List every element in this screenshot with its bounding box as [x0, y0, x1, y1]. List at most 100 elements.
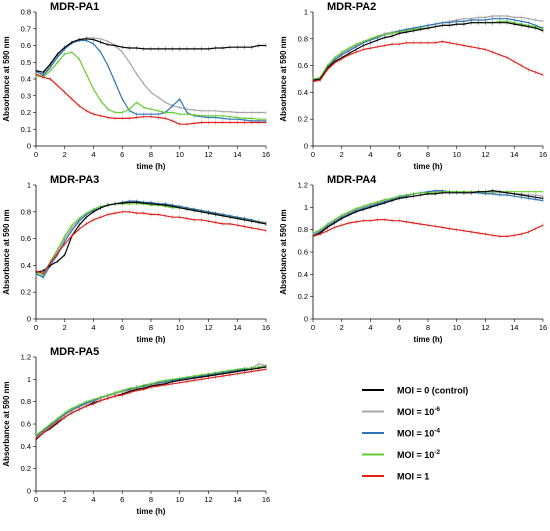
chart-panel-4: 0 0.2 0.4 0.6 0.8 1 1.2 0 2 4 6 8 10 12 14 16 time (h) Ab… [279, 174, 547, 344]
x-tick-label: 6 [397, 150, 401, 159]
series-line-moi_1 [35, 211, 267, 274]
x-tick-label: 16 [539, 323, 547, 332]
y-tick-label: 0 [27, 142, 31, 151]
y-tick-label: 0.2 [298, 115, 308, 124]
x-tick-label: 16 [262, 495, 270, 504]
x-tick-label: 4 [91, 150, 95, 159]
y-tick-label: 0.8 [298, 225, 308, 234]
y-tick-label: 0.4 [21, 442, 31, 451]
y-tick-label: 0.2 [21, 464, 31, 473]
x-tick-label: 0 [34, 150, 38, 159]
series-line-moi_1e-4 [35, 365, 267, 437]
panel-title: MDR-PA4 [327, 174, 377, 186]
y-tick-label: 0 [27, 315, 31, 324]
x-tick-label: 10 [453, 323, 461, 332]
x-tick-label: 0 [311, 150, 315, 159]
y-tick-label: 0.4 [298, 270, 308, 279]
panel-title: MDR-PA1 [50, 1, 99, 13]
x-tick-label: 8 [426, 150, 430, 159]
x-tick-label: 14 [233, 495, 241, 504]
chart-panel-1: 0 0.1 0.2 0.3 0.4 0.5 0.6 0.7 0.8 0 2 4 6 8 10 12 14 16 ti… [2, 1, 270, 171]
panel-title: MDR-PA5 [50, 346, 99, 358]
y-tick-label: 0 [27, 487, 31, 496]
y-tick-label: 0.6 [21, 420, 31, 429]
x-tick-label: 6 [120, 150, 124, 159]
y-tick-label: 0.5 [21, 58, 31, 67]
x-tick-label: 16 [262, 150, 270, 159]
y-tick-label: 0.8 [21, 207, 31, 216]
legend-label-moi_1: MOI = 1 [397, 472, 429, 482]
y-tick-label: 0.4 [21, 261, 31, 270]
legend-label-text: MOI = 1 [397, 472, 429, 482]
x-tick-label: 2 [63, 495, 67, 504]
x-tick-label: 4 [368, 150, 372, 159]
chart-panel-5: 0 0.2 0.4 0.6 0.8 1 1.2 0 2 4 6 8 10 12 14 16 time (h) Ab… [2, 346, 270, 516]
x-tick-label: 12 [481, 150, 489, 159]
x-tick-label: 2 [63, 150, 67, 159]
y-tick-label: 1 [27, 181, 31, 190]
x-tick-label: 10 [176, 495, 184, 504]
x-axis-label: time (h) [414, 162, 443, 171]
y-tick-label: 0.4 [298, 88, 308, 97]
y-tick-label: 0.7 [21, 24, 31, 33]
legend-label-text: MOI = 10 [397, 450, 434, 460]
y-tick-label: 1.2 [298, 181, 308, 190]
x-axis-label: time (h) [137, 335, 166, 344]
y-tick-label: 0.6 [21, 234, 31, 243]
x-tick-label: 16 [539, 150, 547, 159]
x-tick-label: 2 [340, 323, 344, 332]
y-tick-label: 0.1 [21, 125, 31, 134]
legend-label-moi_1e-4: MOI = 10-4 [397, 428, 440, 439]
x-tick-label: 14 [233, 150, 241, 159]
y-tick-label: 0.6 [298, 248, 308, 257]
x-tick-label: 0 [311, 323, 315, 332]
panel-title: MDR-PA2 [327, 1, 376, 13]
series-line-moi_1e-2 [35, 365, 267, 436]
legend-label-text: MOI = 10 [397, 429, 434, 439]
x-axis-label: time (h) [137, 507, 166, 516]
x-tick-label: 10 [453, 150, 461, 159]
x-tick-label: 14 [233, 323, 241, 332]
y-tick-label: 0.8 [298, 34, 308, 43]
series-line-moi_1 [35, 368, 267, 439]
x-tick-label: 12 [481, 323, 489, 332]
legend-label-moi_1e-6: MOI = 10-6 [397, 406, 440, 417]
legend-label-exponent: -6 [434, 406, 440, 413]
y-tick-label: 0.8 [21, 397, 31, 406]
x-tick-label: 4 [368, 323, 372, 332]
y-tick-label: 0.3 [21, 91, 31, 100]
y-tick-label: 0 [304, 315, 308, 324]
x-tick-label: 8 [426, 323, 430, 332]
legend-label-text: MOI = 10 [397, 407, 434, 417]
y-tick-label: 0.6 [21, 41, 31, 50]
series-line-moi_1 [312, 40, 544, 83]
x-tick-label: 14 [510, 150, 518, 159]
y-tick-label: 0 [304, 142, 308, 151]
y-tick-label: 1 [27, 375, 31, 384]
series-line-moi_1 [312, 219, 544, 237]
x-tick-label: 6 [120, 323, 124, 332]
x-tick-label: 8 [149, 150, 153, 159]
y-axis-label: Absorbance at 590 nm [2, 36, 11, 121]
x-tick-label: 6 [397, 323, 401, 332]
y-tick-label: 0.8 [21, 8, 31, 17]
x-tick-label: 4 [91, 323, 95, 332]
y-tick-label: 0.4 [21, 75, 31, 84]
y-axis-label: Absorbance at 590 nm [2, 381, 11, 466]
x-axis-label: time (h) [414, 335, 443, 344]
y-tick-label: 1.2 [21, 353, 31, 362]
x-tick-label: 10 [176, 150, 184, 159]
legend-label-exponent: -2 [434, 449, 440, 456]
x-tick-label: 6 [120, 495, 124, 504]
y-axis-label: Absorbance at 590 nm [279, 209, 288, 294]
x-tick-label: 2 [340, 150, 344, 159]
x-tick-label: 10 [176, 323, 184, 332]
legend-label-moi_1e-2: MOI = 10-2 [397, 449, 440, 460]
x-tick-label: 0 [34, 323, 38, 332]
panel-title: MDR-PA3 [50, 174, 99, 186]
legend-label-control: MOI = 0 (control) [397, 386, 468, 396]
